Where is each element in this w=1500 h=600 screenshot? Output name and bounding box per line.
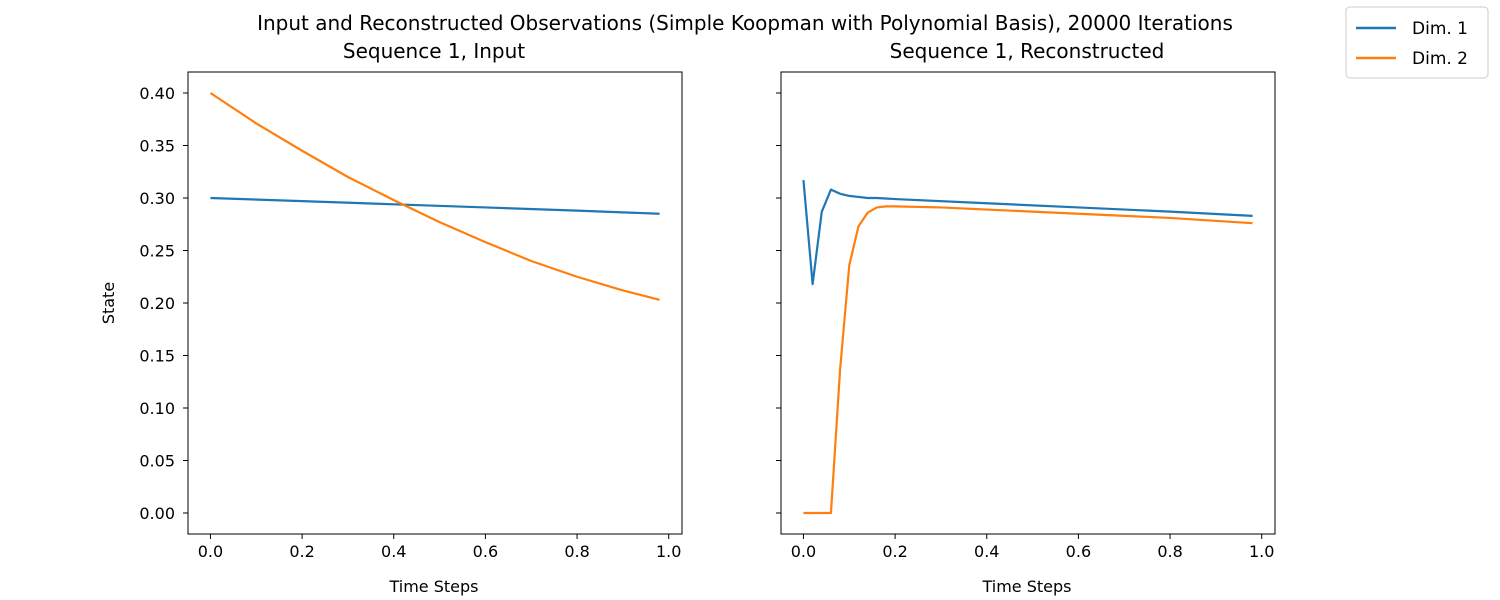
plot-input-ytick-label: 0.05 [139, 452, 175, 471]
plot-reconstructed-frame [780, 71, 1276, 535]
plot-input-ytick-label: 0.20 [139, 294, 175, 313]
plot-input-ytick-label: 0.15 [139, 347, 175, 366]
plot-input: Sequence 1, Input 0.0 0.2 0.4 0.6 0.8 1.0 0.0… [99, 39, 683, 596]
plot-reconstructed-series-1-line [802, 180, 1253, 286]
plot-input-yticks: 0.00 0.05 0.10 0.15 0.20 0.25 0.30 0.35 0.40 [139, 84, 188, 523]
plot-input-series-1-line [210, 196, 660, 215]
plot-input-xticks: 0.0 0.2 0.4 0.6 0.8 1.0 [198, 534, 681, 561]
plot-reconstructed-xtick-label: 0.6 [1066, 542, 1091, 561]
plot-reconstructed-xtick-label: 0.2 [882, 542, 907, 561]
plot-input-ytick-label: 0.35 [139, 137, 175, 156]
plot-input-xtick-label: 0.2 [289, 542, 314, 561]
plot-input-ytick-label: 0.10 [139, 399, 175, 418]
legend-frame [1345, 6, 1489, 79]
plot-reconstructed-title: Sequence 1, Reconstructed [890, 39, 1165, 63]
plot-reconstructed-xtick-label: 0.0 [791, 542, 816, 561]
plot-input-ytick-label: 0.25 [139, 242, 175, 261]
plot-reconstructed-xtick-label: 0.8 [1157, 542, 1182, 561]
plot-input-ytick-label: 0.30 [139, 189, 175, 208]
plot-reconstructed-xlabel: Time Steps [981, 577, 1071, 596]
plot-reconstructed-series [802, 180, 1253, 515]
plot-input-series-2-line [209, 92, 660, 301]
plot-reconstructed-series-2-line [803, 205, 1253, 515]
plot-input-xtick-label: 0.4 [381, 542, 406, 561]
figure-suptitle: Input and Reconstructed Observations (Si… [257, 11, 1233, 35]
plot-input-xtick-label: 0.8 [564, 542, 589, 561]
plot-reconstructed-xtick-label: 1.0 [1249, 542, 1274, 561]
plot-reconstructed-yticks [776, 92, 781, 514]
plot-input-series [209, 92, 660, 301]
plot-reconstructed-xticks: 0.0 0.2 0.4 0.6 0.8 1.0 [791, 534, 1274, 561]
plot-input-xtick-label: 1.0 [656, 542, 681, 561]
legend: Dim. 1 Dim. 2 [1345, 6, 1489, 79]
plot-reconstructed: Sequence 1, Reconstructed 0.0 0.2 0.4 0.6 0.… [776, 39, 1276, 596]
plot-input-ylabel: State [99, 282, 118, 324]
plot-input-xtick-label: 0.6 [473, 542, 498, 561]
plot-input-ytick-label: 0.00 [139, 504, 175, 523]
legend-label-dim2: Dim. 2 [1412, 49, 1468, 69]
plot-input-xtick-label: 0.0 [198, 542, 223, 561]
plot-reconstructed-xtick-label: 0.4 [974, 542, 999, 561]
plot-input-title: Sequence 1, Input [343, 39, 525, 63]
plot-input-ytick-label: 0.40 [139, 84, 175, 103]
plot-input-frame [187, 71, 683, 535]
plot-input-xlabel: Time Steps [388, 577, 478, 596]
legend-label-dim1: Dim. 1 [1412, 19, 1468, 39]
